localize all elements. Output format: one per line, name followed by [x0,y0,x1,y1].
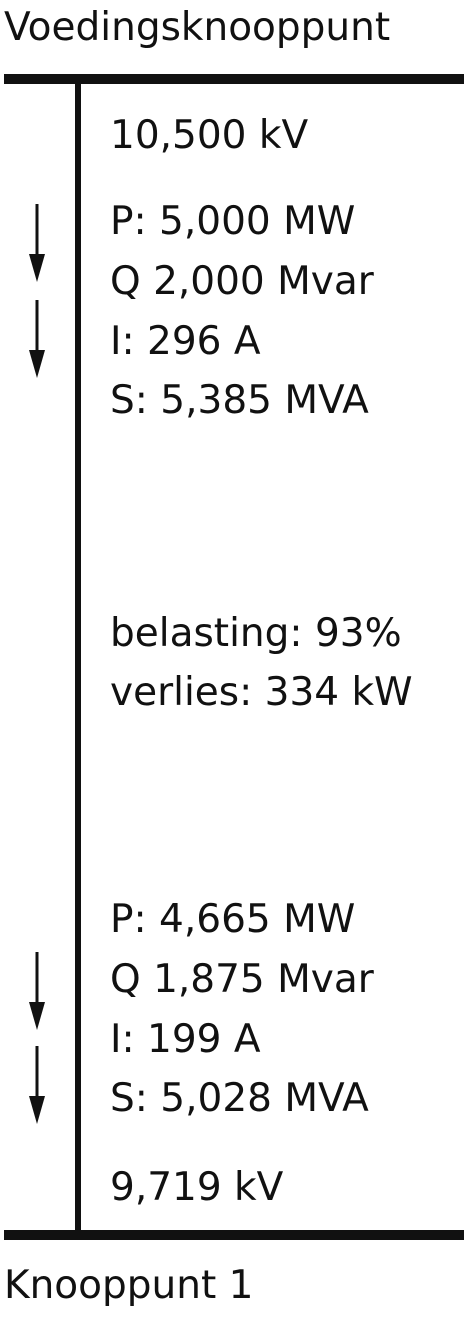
active-power-flow-arrow-icon [29,204,45,282]
end-current: I: 199 A [110,1017,261,1062]
top-bus-label: Voedingsknooppunt [4,5,391,50]
start-reactive-power: Q 2,000 Mvar [110,259,374,304]
bottom-bus-label: Knooppunt 1 [4,1263,254,1308]
start-active-power: P: 5,000 MW [110,199,356,244]
end-voltage: 9,719 kV [110,1165,284,1210]
top-bus-bar [4,74,464,84]
end-reactive-power: Q 1,875 Mvar [110,957,374,1002]
end-reactive-power-flow-arrow-icon [29,1046,45,1124]
line-losses: verlies: 334 kW [110,670,413,715]
start-current: I: 296 A [110,319,261,364]
bottom-bus-bar [4,1230,464,1240]
end-apparent-power: S: 5,028 MVA [110,1076,369,1121]
start-apparent-power: S: 5,385 MVA [110,378,369,423]
start-voltage: 10,500 kV [110,113,309,158]
line-loading: belasting: 93% [110,611,402,656]
end-active-power: P: 4,665 MW [110,897,356,942]
branch-line [75,84,81,1232]
reactive-power-flow-arrow-icon [29,300,45,378]
end-active-power-flow-arrow-icon [29,952,45,1030]
